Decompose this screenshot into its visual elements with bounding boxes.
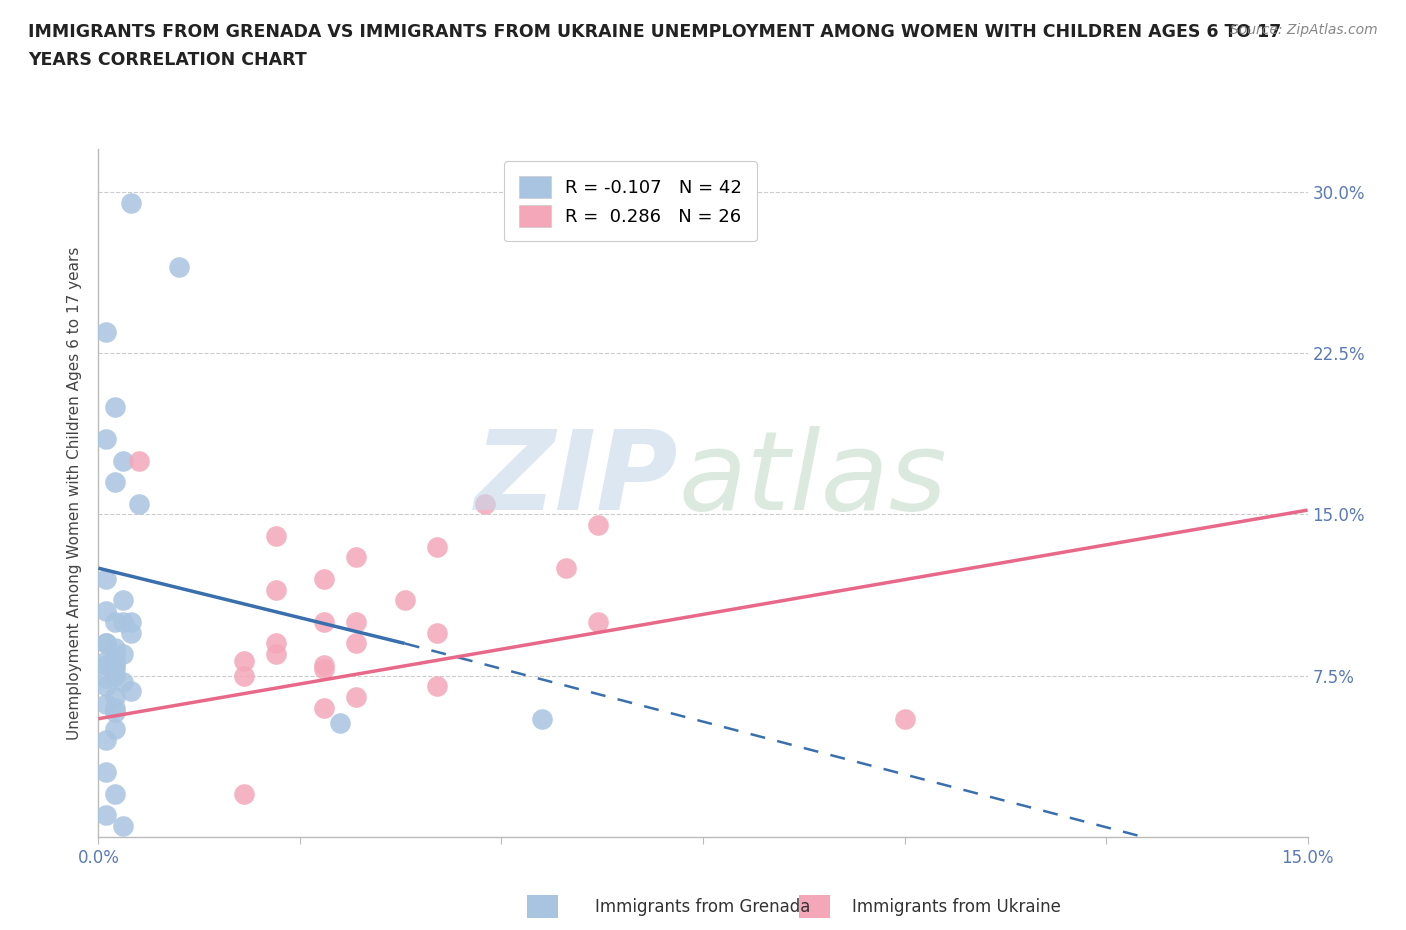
- Point: [103, 641, 125, 656]
- Point: [264, 636, 287, 651]
- Point: [103, 669, 125, 684]
- Text: YEARS CORRELATION CHART: YEARS CORRELATION CHART: [28, 51, 307, 69]
- Point: [103, 400, 125, 415]
- Point: [96, 733, 118, 748]
- Point: [96, 604, 118, 618]
- Point: [103, 653, 125, 668]
- Y-axis label: Unemployment Among Women with Children Ages 6 to 17 years: Unemployment Among Women with Children A…: [67, 246, 83, 739]
- Text: Immigrants from Ukraine: Immigrants from Ukraine: [852, 897, 1060, 916]
- Point: [96, 808, 118, 823]
- Point: [103, 615, 125, 630]
- Point: [344, 615, 367, 630]
- Point: [103, 658, 125, 672]
- Point: [329, 715, 352, 730]
- Point: [96, 325, 118, 339]
- Point: [232, 669, 254, 684]
- Point: [120, 625, 142, 640]
- Text: atlas: atlas: [679, 426, 948, 533]
- Text: ZIP: ZIP: [475, 426, 679, 533]
- Point: [103, 690, 125, 705]
- Point: [96, 679, 118, 694]
- Point: [96, 636, 118, 651]
- Point: [426, 539, 449, 554]
- Point: [264, 646, 287, 661]
- Point: [103, 705, 125, 720]
- Point: [586, 518, 609, 533]
- Point: [103, 662, 125, 677]
- Point: [314, 571, 336, 587]
- Point: [111, 818, 134, 833]
- Point: [96, 636, 118, 651]
- Point: [96, 765, 118, 780]
- Point: [344, 636, 367, 651]
- Point: [96, 658, 118, 672]
- Text: IMMIGRANTS FROM GRENADA VS IMMIGRANTS FROM UKRAINE UNEMPLOYMENT AMONG WOMEN WITH: IMMIGRANTS FROM GRENADA VS IMMIGRANTS FR…: [28, 23, 1281, 41]
- Point: [120, 615, 142, 630]
- Point: [344, 550, 367, 565]
- Point: [103, 700, 125, 715]
- Point: [264, 528, 287, 543]
- Point: [530, 711, 553, 726]
- Point: [111, 646, 134, 661]
- Point: [96, 653, 118, 668]
- Point: [111, 453, 134, 468]
- Point: [96, 432, 118, 446]
- Point: [586, 615, 609, 630]
- Point: [111, 593, 134, 608]
- Point: [111, 615, 134, 630]
- Legend: R = -0.107   N = 42, R =  0.286   N = 26: R = -0.107 N = 42, R = 0.286 N = 26: [505, 161, 756, 242]
- Text: Immigrants from Grenada: Immigrants from Grenada: [595, 897, 811, 916]
- Point: [103, 646, 125, 661]
- Point: [167, 259, 190, 274]
- Point: [120, 684, 142, 698]
- Point: [128, 497, 150, 512]
- Text: Source: ZipAtlas.com: Source: ZipAtlas.com: [1230, 23, 1378, 37]
- Point: [314, 662, 336, 677]
- Point: [314, 700, 336, 715]
- Point: [232, 787, 254, 802]
- Point: [120, 195, 142, 210]
- Point: [394, 593, 416, 608]
- Point: [96, 697, 118, 711]
- Point: [232, 653, 254, 668]
- Point: [264, 582, 287, 597]
- Point: [103, 722, 125, 737]
- Point: [96, 571, 118, 587]
- Point: [103, 787, 125, 802]
- Point: [555, 561, 578, 576]
- Point: [314, 658, 336, 672]
- Point: [314, 615, 336, 630]
- Point: [128, 453, 150, 468]
- Point: [474, 497, 496, 512]
- Point: [893, 711, 915, 726]
- Point: [426, 679, 449, 694]
- Point: [103, 474, 125, 489]
- Point: [111, 675, 134, 690]
- Point: [344, 690, 367, 705]
- Point: [96, 671, 118, 685]
- Point: [426, 625, 449, 640]
